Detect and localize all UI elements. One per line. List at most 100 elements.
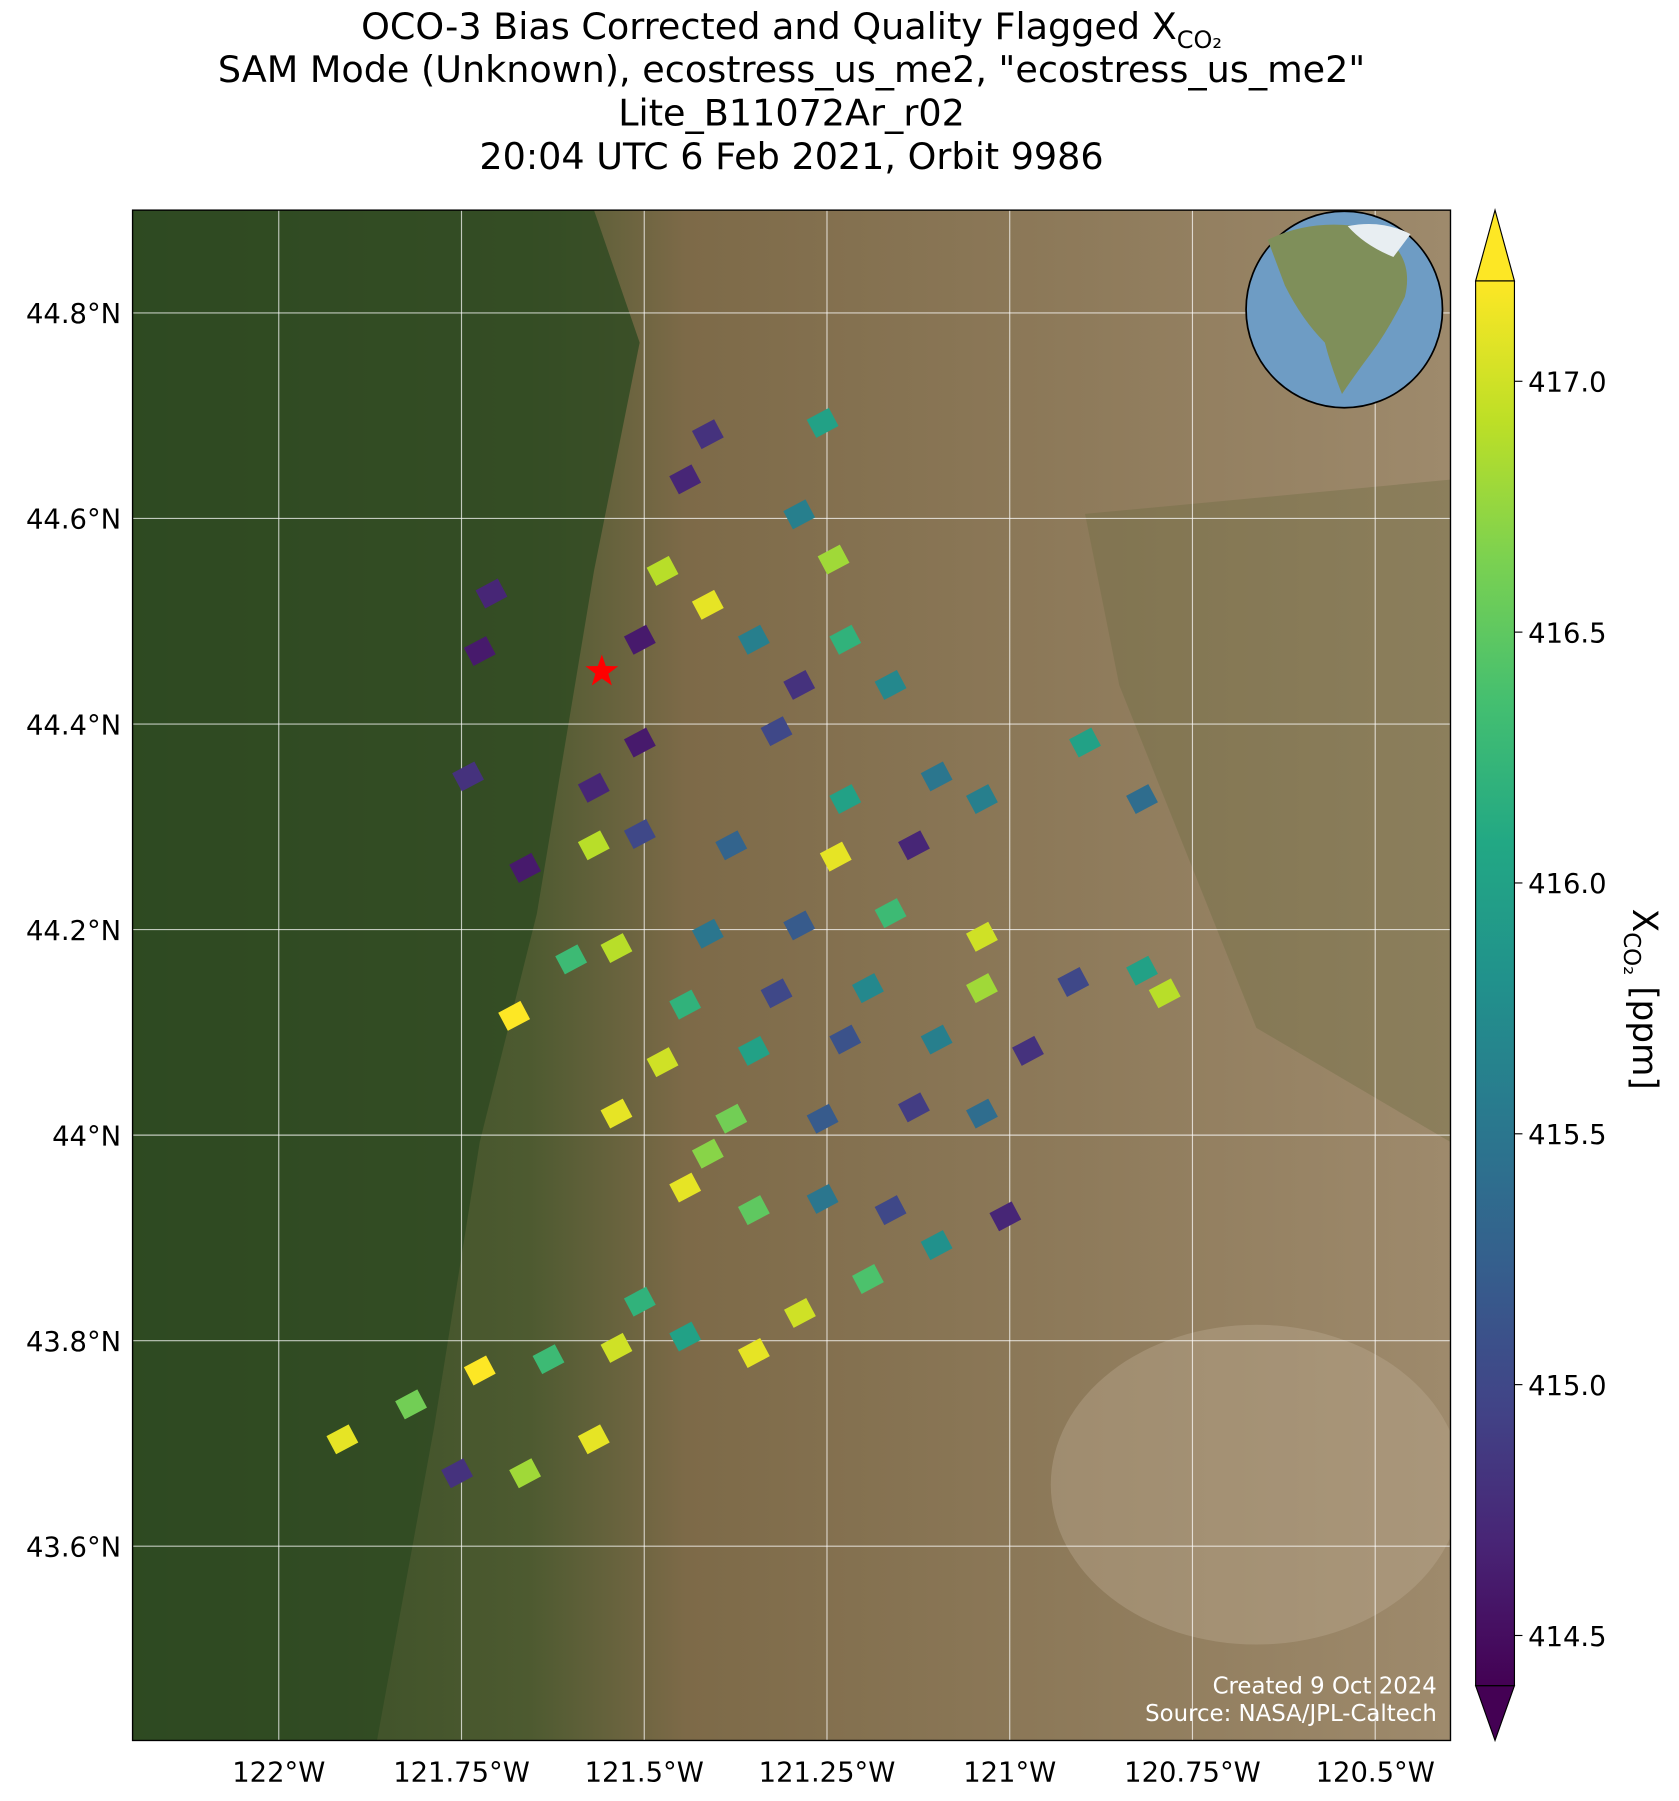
x-tick-label: 120.5°W [1316,1758,1435,1789]
sounding-cell [691,918,724,949]
sounding-cell [966,1098,998,1129]
y-tick-label: 44.6°N [26,505,121,536]
sounding-cell [1012,1035,1044,1066]
sounding-cell [760,716,793,747]
colorbar-frame [1475,280,1516,1687]
x-tick-label: 121.75°W [393,1758,530,1789]
title-text: 20:04 UTC 6 Feb 2021, Orbit 9986 [479,135,1103,178]
x-tick-label: 121.5°W [585,1758,704,1789]
sounding-cell [532,1344,565,1375]
sounding-cell [600,1098,633,1129]
title-text: SAM Mode (Unknown), ecostress_us_me2, "e… [218,48,1365,91]
sounding-cell [715,1103,748,1134]
sounding-cell [829,784,862,815]
colorbar-extend-min [1474,1685,1516,1743]
colorbar-gradient [1475,280,1515,1686]
sounding-cell [691,1138,724,1169]
sounding-cell [898,1092,930,1123]
target-star [585,654,619,686]
sounding-cell [646,1047,679,1078]
title-line: Lite_B11072Ar_r02 [618,92,965,135]
sounding-cell [920,761,953,792]
sounding-cell [623,1286,656,1317]
sounding-cell [463,1355,496,1386]
colorbar-label: XCO₂ [ppm] [1618,909,1664,1090]
y-tick-label: 44.8°N [26,299,121,330]
sounding-cell [829,1024,862,1055]
sounding-cell [1069,727,1101,758]
credit: Source: NASA/JPL-Caltech [1145,1701,1437,1727]
titles: OCO-3 Bias Corrected and Quality Flagged… [218,5,1365,178]
sounding-cell [577,772,610,803]
sounding-cell [669,1172,702,1203]
sounding-cell [783,499,816,530]
y-tick-label: 44.4°N [26,710,121,741]
sounding-cell [509,1458,542,1489]
sounding-cell [874,1195,907,1226]
colorbar-tick-label: 417.0 [1528,368,1606,399]
title-subscript: CO₂ [1177,26,1222,54]
sounding-cell [715,830,748,861]
sounding-cell [475,578,508,609]
sounding-cell [623,819,656,849]
sounding-cell [737,624,770,655]
sounding-cell [760,978,793,1009]
sounding-cell [395,1389,427,1420]
title-text: OCO-3 Bias Corrected and Quality Flagged… [361,5,1177,48]
colorbar-extend-max [1474,207,1516,282]
credit: Created 9 Oct 2024 [1213,1674,1437,1700]
sounding-cell [737,1338,770,1368]
sounding-cell [509,852,542,883]
sounding-cell [600,1332,633,1363]
y-tick-label: 44°N [52,1121,121,1152]
x-tick-label: 122°W [232,1758,325,1789]
sounding-cell [646,555,679,586]
title-line: SAM Mode (Unknown), ecostress_us_me2, "e… [218,48,1365,91]
sounding-cell [874,669,907,700]
sounding-cell [806,1103,839,1134]
colorbar: 414.5 415.0 415.5 416.0 416.5 417.0 [1474,207,1607,1743]
sounding-cell [600,933,633,964]
sounding-cell [1057,967,1090,997]
soundings [326,407,1181,1489]
sounding-cell [806,407,839,438]
sounding-cell [874,898,907,929]
sounding-cell [691,589,724,620]
x-tick-label: 121.25°W [759,1758,896,1789]
sounding-cell [441,1458,474,1489]
sounding-cell [452,761,485,792]
grid: 122°W 121.75°W 121.5°W 121.25°W 121°W 120.75°… [26,210,1451,1789]
sounding-cell [817,544,850,575]
sounding-cell [1148,978,1181,1009]
sounding-cell [669,464,702,495]
sounding-cell [989,1201,1022,1232]
sounding-cell [852,973,884,1004]
y-tick-label: 44.2°N [26,916,121,947]
x-tick-label: 121°W [963,1758,1056,1789]
sounding-cell [326,1424,359,1455]
colorbar-tick-label: 415.5 [1528,1120,1606,1151]
title-text: Lite_B11072Ar_r02 [618,92,965,135]
x-tick-label: 120.75°W [1124,1758,1261,1789]
sounding-cell [819,841,852,872]
y-tick-label: 43.8°N [26,1327,121,1358]
sounding-cell [577,830,610,861]
colorbar-tick-label: 416.0 [1528,869,1606,900]
sounding-cell [737,1035,770,1066]
sounding-cell [555,944,588,975]
colorbar-tick-label: 416.5 [1528,618,1606,649]
sounding-cell [498,1000,531,1031]
sounding-cell [783,669,816,700]
sounding-cell [463,636,496,667]
sounding-cell [623,624,656,655]
sounding-cell [898,830,930,861]
sounding-cell [784,1297,816,1328]
sounding-cell [691,419,724,450]
sounding-cell [623,727,656,758]
sounding-cell [852,1264,884,1294]
basemap [132,210,1451,1741]
sounding-cell [829,624,862,655]
sounding-cell [737,1195,770,1226]
